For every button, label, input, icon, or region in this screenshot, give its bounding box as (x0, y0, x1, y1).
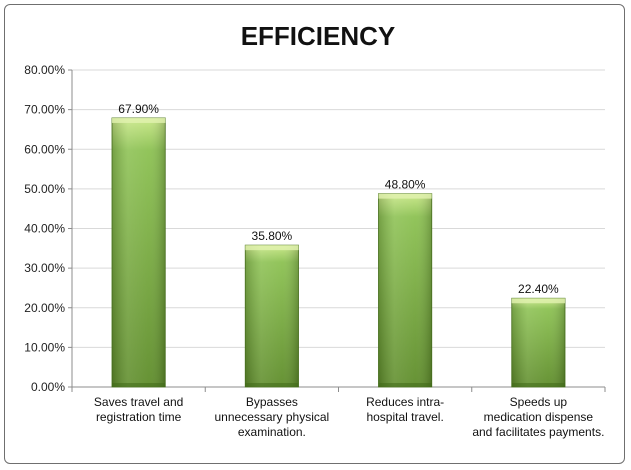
bar (111, 117, 166, 388)
data-label: 48.80% (385, 178, 426, 192)
bar (244, 244, 299, 388)
bar-shade (245, 245, 299, 387)
x-category-label: Speeds up medication dispense and facilita… (472, 395, 604, 439)
axes: 0.00% 10.00% 20.00% 30.00% 40.00% 50.00% 60.00… (24, 63, 606, 394)
category-labels: Saves travel and registration time Bypasse… (94, 395, 604, 439)
bar-top-bevel (245, 245, 299, 251)
bar-top-bevel (378, 193, 432, 199)
bars (111, 117, 566, 388)
bar-base-bevel (245, 383, 299, 387)
bar-top-bevel (511, 298, 566, 304)
y-tick-label: 0.00% (31, 380, 65, 394)
y-tick-label: 10.00% (24, 340, 65, 354)
data-label: 35.80% (252, 229, 293, 243)
bar-shade (378, 193, 432, 387)
y-tick-label: 50.00% (24, 182, 65, 196)
bar (378, 193, 433, 388)
y-tick-label: 70.00% (24, 103, 65, 117)
y-tick-label: 60.00% (24, 142, 65, 156)
x-category-label: Bypasses unnecessary physical examination. (215, 395, 330, 439)
bar-base-bevel (511, 383, 566, 387)
bar-shade (511, 298, 566, 387)
y-tick-label: 30.00% (24, 261, 65, 275)
chart-title: EFFICIENCY (241, 21, 396, 51)
y-tick-label: 80.00% (24, 63, 65, 77)
y-tick-label: 20.00% (24, 301, 65, 315)
data-labels: 67.90% 35.80% 48.80% 22.40% (118, 102, 559, 296)
x-category-label: Reduces intra-hospital travel. (366, 395, 444, 424)
x-category-label: Saves travel and registration time (94, 395, 183, 424)
y-tick-label: 40.00% (24, 222, 65, 236)
data-label: 67.90% (118, 102, 159, 116)
bar-shade (111, 117, 166, 387)
bar-top-bevel (111, 117, 166, 123)
bar-base-bevel (111, 383, 166, 387)
bar-base-bevel (378, 383, 432, 387)
data-label: 22.40% (518, 282, 559, 296)
bar (511, 297, 566, 388)
